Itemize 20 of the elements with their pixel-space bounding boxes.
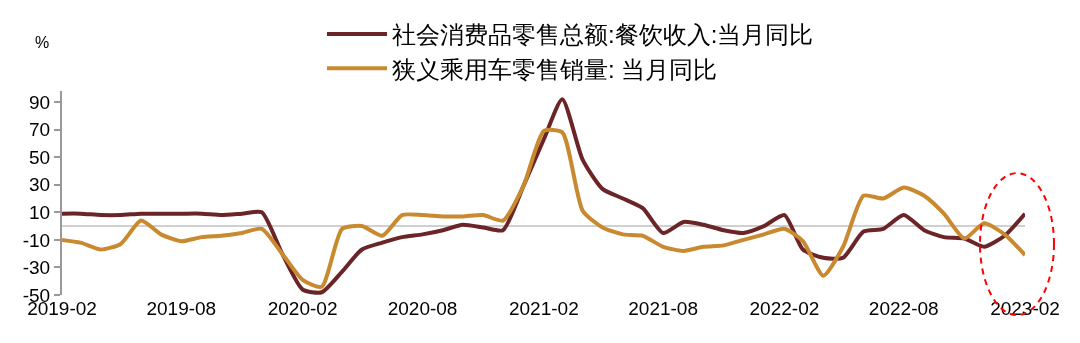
x-tick-label: 2022-02 bbox=[749, 298, 820, 319]
x-tick-label: 2022-08 bbox=[868, 298, 939, 319]
x-tick-label: 2021-02 bbox=[508, 298, 579, 319]
y-tick-label: -10 bbox=[22, 229, 51, 251]
x-tick-label: 2021-08 bbox=[628, 298, 698, 319]
x-tick-label: 2023-02 bbox=[990, 298, 1060, 319]
y-tick-label: 30 bbox=[29, 174, 51, 196]
x-tick-label: 2019-08 bbox=[146, 298, 217, 319]
y-tick-label: 90 bbox=[29, 91, 51, 113]
y-tick-label: -30 bbox=[22, 257, 51, 279]
line-series bbox=[62, 97, 1025, 295]
y-tick-label: 50 bbox=[29, 146, 51, 168]
y-tick-label: 10 bbox=[29, 201, 51, 223]
y-tick-label: 70 bbox=[29, 119, 51, 141]
x-tick-label: 2020-02 bbox=[267, 298, 338, 319]
legend-label: 社会消费品零售总额:餐饮收入:当月同比 bbox=[392, 21, 814, 49]
y-axis-title: % bbox=[35, 34, 50, 51]
x-tick-label: 2020-08 bbox=[387, 298, 458, 319]
legend-label: 狭义乘用车零售销量: 当月同比 bbox=[392, 55, 718, 83]
line-series bbox=[62, 127, 1025, 289]
